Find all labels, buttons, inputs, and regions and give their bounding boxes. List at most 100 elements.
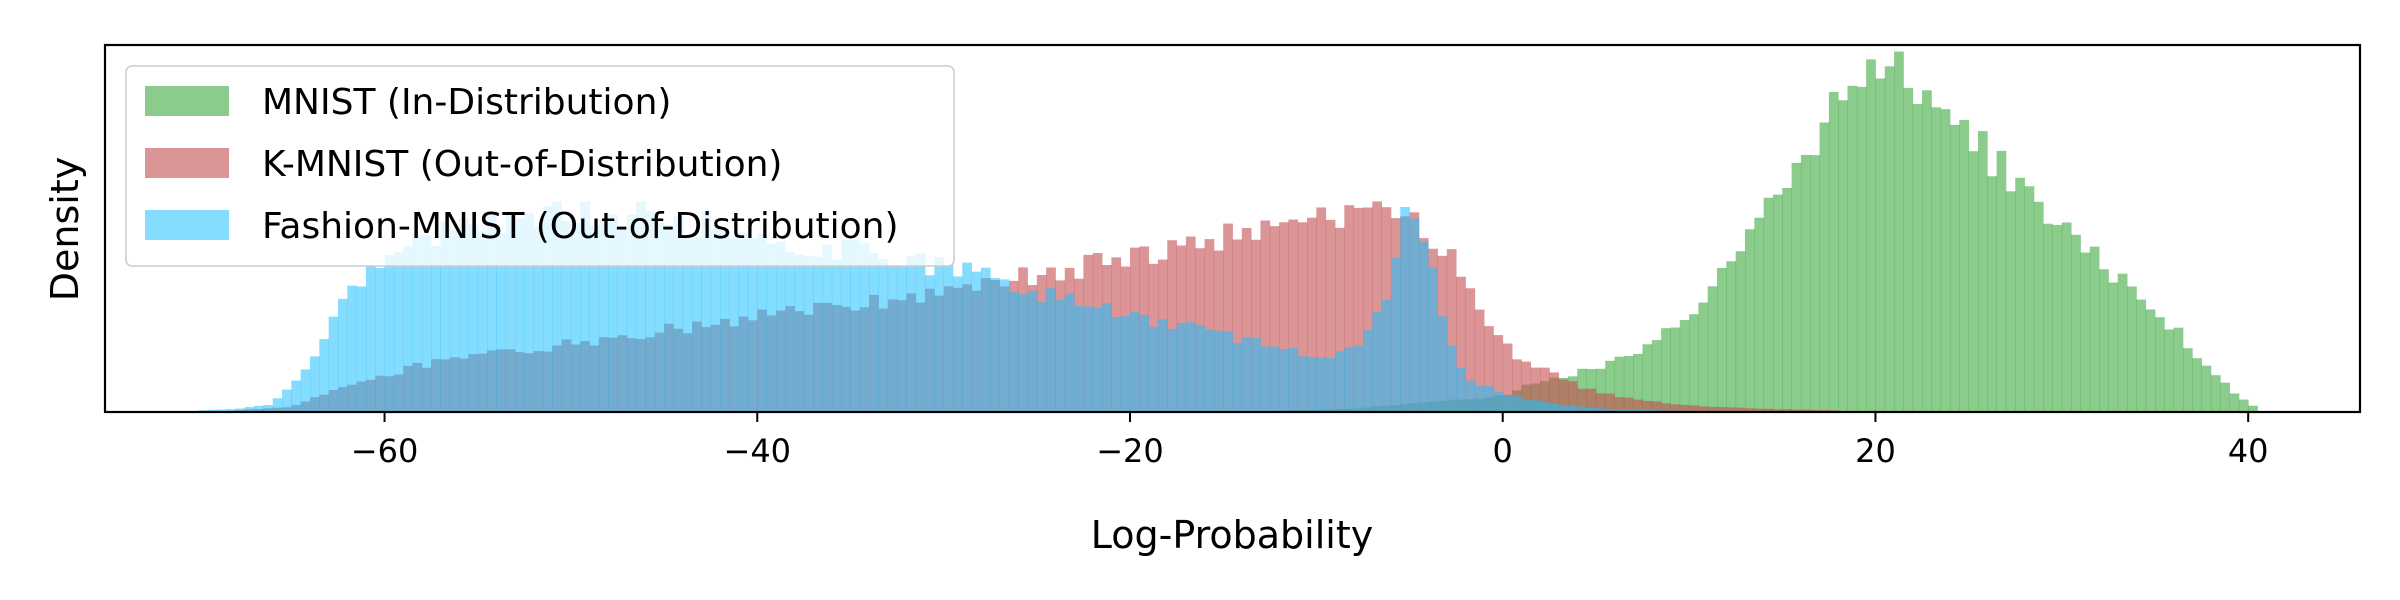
histogram-bar	[1894, 51, 1904, 413]
histogram-bar	[747, 237, 758, 412]
histogram-bar	[1810, 155, 1820, 412]
histogram-bar	[1661, 328, 1671, 412]
histogram-bar	[1269, 226, 1280, 412]
histogram-bar	[1977, 131, 1988, 412]
histogram-bar	[1800, 409, 1811, 412]
histogram-bar	[1838, 100, 1848, 412]
histogram-bar	[1353, 345, 1364, 412]
histogram-bar	[636, 201, 646, 412]
histogram-bar	[1362, 330, 1373, 412]
histogram-bar	[1987, 176, 1997, 412]
histogram-bar	[1614, 409, 1625, 412]
histogram-bar	[1204, 329, 1215, 412]
histogram-bar	[1623, 355, 1634, 412]
histogram-bar	[263, 404, 274, 412]
histogram-bar	[673, 215, 684, 412]
histogram-bar	[2061, 222, 2072, 412]
histogram-bar	[365, 265, 376, 412]
histogram-bar	[1735, 407, 1746, 412]
histogram-bar	[1791, 409, 1802, 412]
histogram-bar	[1232, 239, 1243, 412]
histogram-bar	[1241, 227, 1252, 412]
histogram-bar	[1232, 343, 1243, 412]
histogram-bar	[1297, 356, 1308, 412]
histogram-bar	[542, 206, 553, 412]
histogram-bar	[757, 233, 767, 412]
histogram-bar	[1968, 151, 1979, 412]
histogram-bar	[850, 240, 861, 412]
histogram-bar	[1828, 91, 1839, 412]
histogram-bar	[878, 259, 889, 412]
histogram-bar	[1484, 326, 1494, 412]
legend-label: K-MNIST (Out-of-Distribution)	[262, 144, 782, 185]
histogram-bar	[1922, 90, 1932, 413]
histogram-bar	[1912, 103, 1923, 413]
histogram-bar	[1353, 207, 1364, 412]
histogram-bar	[1614, 356, 1625, 412]
histogram-bar	[2071, 234, 2081, 412]
histogram-bar	[2099, 269, 2109, 412]
histogram-bar	[1027, 290, 1038, 412]
histogram-bar	[1633, 399, 1643, 412]
x-tick-label: −20	[1096, 432, 1164, 470]
histogram-bar	[2108, 282, 2119, 412]
histogram-bar	[1046, 288, 1056, 412]
histogram-bar	[1847, 85, 1858, 412]
histogram-bar	[775, 241, 786, 412]
histogram-bar	[1633, 409, 1643, 412]
histogram-bar	[1223, 223, 1233, 412]
histogram-bar	[1130, 311, 1140, 412]
x-tick-label: −40	[724, 432, 792, 470]
histogram-bar	[887, 265, 898, 412]
histogram-bar	[1269, 346, 1280, 412]
histogram-bar	[1418, 241, 1429, 412]
histogram-bar	[2145, 309, 2156, 412]
histogram-bar	[384, 254, 395, 412]
histogram-bar	[1772, 194, 1783, 412]
histogram-bar	[1717, 407, 1727, 412]
histogram-bar	[1325, 219, 1336, 412]
histogram-bar	[1204, 239, 1215, 412]
histogram-bar	[1102, 303, 1112, 412]
histogram-bar	[1996, 150, 2007, 412]
histogram-bar	[459, 217, 469, 412]
plot-frame	[103, 43, 2362, 414]
histogram-bar	[2201, 365, 2212, 412]
histogram-bar	[1474, 385, 1485, 412]
histogram-bar	[701, 211, 712, 412]
histogram-bar	[375, 268, 385, 412]
histogram-bar	[412, 234, 423, 412]
histogram-bar	[617, 229, 628, 412]
histogram-bar	[1521, 399, 1532, 412]
histogram-bar	[1018, 294, 1028, 412]
histogram-bar	[468, 224, 479, 412]
histogram-bar	[1595, 408, 1606, 412]
series-2-bars	[198, 201, 1690, 412]
histogram-bar	[1157, 319, 1168, 412]
histogram-bar	[1698, 406, 1709, 412]
histogram-bar	[1195, 324, 1205, 412]
histogram-bar	[1260, 346, 1271, 412]
legend-swatch	[145, 210, 229, 240]
histogram-bar	[2033, 201, 2044, 412]
histogram-bar	[1819, 122, 1830, 412]
histogram-bar	[990, 277, 1000, 412]
histogram-bar	[235, 408, 246, 412]
histogram-bar	[720, 230, 730, 412]
histogram-bar	[664, 225, 674, 412]
histogram-bar	[1586, 407, 1597, 412]
histogram-bar	[1903, 87, 1914, 413]
histogram-bar	[1465, 288, 1476, 412]
histogram-bar	[2117, 273, 2128, 412]
histogram-bar	[1074, 306, 1084, 412]
histogram-bar	[1092, 307, 1103, 412]
histogram-bar	[729, 238, 740, 412]
histogram-bar	[2248, 405, 2258, 412]
histogram-bar	[915, 252, 926, 412]
histogram-bar	[282, 389, 292, 412]
histogram-bar	[254, 405, 264, 412]
histogram-bar	[1493, 391, 1504, 412]
histogram-bar	[1651, 340, 1662, 412]
histogram-bar	[999, 279, 1010, 412]
histogram-bar	[1465, 380, 1476, 412]
